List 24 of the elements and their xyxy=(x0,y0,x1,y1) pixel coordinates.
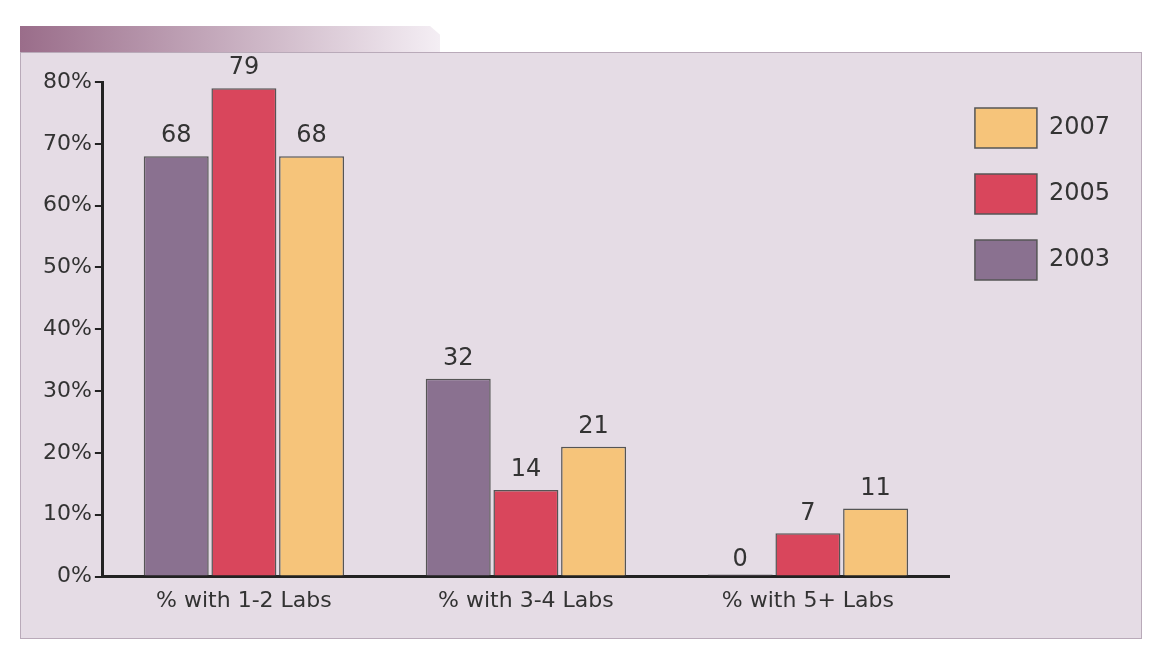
y-tick-label: 10% xyxy=(42,500,92,526)
data-label: 21 xyxy=(578,411,609,439)
x-tick-label: % with 5+ Labs xyxy=(721,586,894,612)
data-label: 14 xyxy=(510,454,542,483)
data-label: 0 xyxy=(732,543,748,572)
data-label: 68 xyxy=(296,120,327,149)
data-label: 32 xyxy=(442,342,474,371)
y-tick-label: 70% xyxy=(42,129,92,155)
data-label: 7 xyxy=(800,497,816,526)
x-tick-label: % with 3-4 Labs xyxy=(438,586,614,612)
y-tick-label: 60% xyxy=(42,191,92,217)
x-tick-label: % with 1-2 Labs xyxy=(156,586,332,612)
legend-label: 2003 xyxy=(1048,244,1110,273)
y-tick-label: 80% xyxy=(42,67,92,93)
legend-label: 2007 xyxy=(1048,112,1110,141)
y-tick-label: 40% xyxy=(42,315,92,341)
y-tick-label: 0% xyxy=(56,562,92,588)
y-tick-label: 20% xyxy=(42,438,92,464)
data-label: 11 xyxy=(860,472,891,501)
y-tick-label: 50% xyxy=(42,253,92,279)
data-label: 79 xyxy=(228,52,260,81)
y-tick-label: 30% xyxy=(42,376,92,402)
legend-label: 2005 xyxy=(1048,178,1110,207)
data-label: 68 xyxy=(160,120,192,149)
